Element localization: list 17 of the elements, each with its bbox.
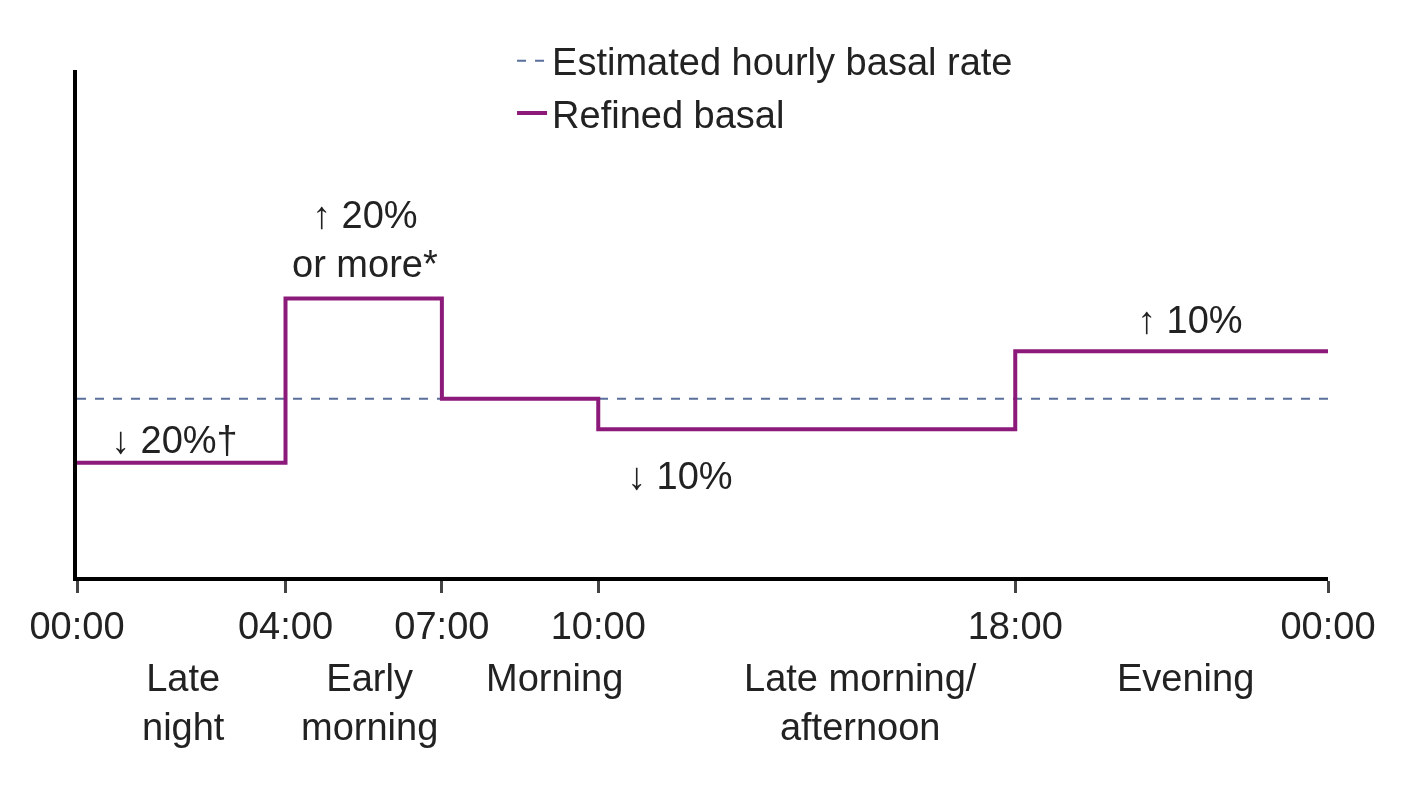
x-tick-label: 18:00 bbox=[967, 604, 1063, 647]
legend-label: Refined basal bbox=[552, 93, 785, 136]
x-tick-label: 07:00 bbox=[394, 604, 490, 647]
text: Early morning bbox=[301, 657, 439, 749]
annotation: ↑ 10% bbox=[1137, 299, 1243, 341]
legend-label: Estimated hourly basal rate bbox=[552, 41, 1013, 84]
text: Morning bbox=[486, 657, 624, 699]
x-tick-label: 00:00 bbox=[29, 604, 125, 647]
annotation: ↓ 20%† bbox=[111, 419, 238, 461]
text: Late morning/ afternoon bbox=[744, 657, 977, 749]
text: Evening bbox=[1117, 657, 1255, 699]
text: ↑ 20% or more* bbox=[292, 194, 438, 286]
x-tick-label: 00:00 bbox=[1280, 604, 1376, 647]
annotation: ↓ 10% bbox=[627, 455, 733, 497]
x-tick-label: 04:00 bbox=[237, 604, 334, 647]
text: Late night bbox=[142, 657, 225, 749]
x-tick-label: 10:00 bbox=[550, 604, 646, 647]
